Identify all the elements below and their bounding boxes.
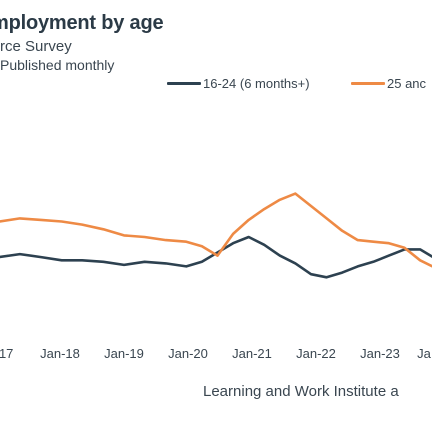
chart-note: Published monthly: [0, 57, 115, 73]
legend-item-series-1: 16-24 (6 months+): [167, 76, 310, 91]
chart-title: mployment by age: [0, 12, 164, 34]
chart-subtitle: rce Survey: [0, 38, 72, 55]
legend-label-series-2: 25 anc: [387, 76, 427, 91]
x-tick-label: Jan-19: [104, 346, 144, 361]
x-tick-label: Jan-18: [40, 346, 80, 361]
source-credit: Learning and Work Institute a: [203, 383, 399, 400]
series-line-1: [0, 235, 432, 279]
x-tick-label: Jan-23: [360, 346, 400, 361]
legend-label-series-1: 16-24 (6 months+): [203, 76, 310, 91]
x-tick-label: Jan-22: [296, 346, 336, 361]
series-line-2: [0, 192, 432, 268]
x-tick-label: -17: [0, 346, 13, 361]
legend: 16-24 (6 months+) 25 anc: [0, 76, 432, 94]
legend-swatch-series-2: [351, 82, 385, 85]
x-tick-label: Ja: [417, 346, 432, 361]
x-tick-label: Jan-21: [232, 346, 272, 361]
legend-item-series-2: 25 anc: [351, 76, 426, 91]
x-tick-label: Jan-20: [168, 346, 208, 361]
legend-swatch-series-1: [167, 82, 201, 85]
